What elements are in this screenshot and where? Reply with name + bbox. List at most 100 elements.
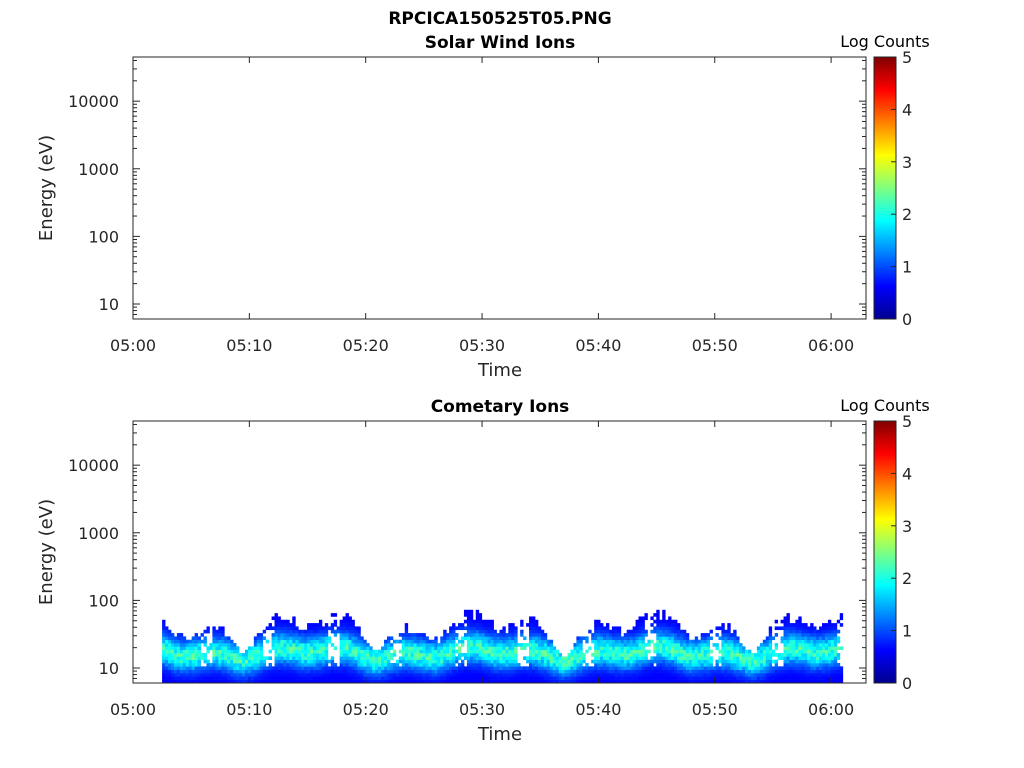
spectrogram-cell (783, 656, 787, 661)
spectrogram-cell (348, 643, 352, 647)
spectrogram-cell (162, 633, 166, 637)
spectrogram-cell (375, 669, 379, 674)
spectrogram-cell (697, 663, 702, 667)
spectrogram-cell (191, 643, 196, 647)
spectrogram-cell (256, 639, 261, 644)
spectrogram-cell (247, 659, 252, 664)
spectrogram-cell (816, 663, 820, 667)
spectrogram-cell (475, 616, 480, 621)
spectrogram-cell (653, 649, 657, 654)
spectrogram-cell (475, 653, 480, 657)
spectrogram-cell (585, 679, 589, 684)
spectrogram-cell (546, 666, 551, 670)
y-tick-label: 10 (99, 659, 119, 678)
spectrogram-cell (327, 669, 332, 674)
spectrogram-cell (558, 663, 562, 667)
spectrogram-cell (727, 673, 731, 677)
spectrogram-cell (620, 669, 625, 674)
spectrogram-cell (745, 656, 749, 661)
spectrogram-cell (389, 676, 394, 680)
spectrogram-cell (304, 669, 308, 674)
spectrogram-cell (218, 663, 222, 667)
spectrogram-cell (484, 653, 489, 657)
spectrogram-cell (594, 663, 598, 667)
spectrogram-cell (765, 643, 770, 647)
spectrogram-cell (162, 643, 166, 647)
spectrogram-cell (307, 676, 311, 680)
spectrogram-cell (262, 676, 267, 680)
spectrogram-cell (413, 633, 417, 637)
spectrogram-cell (313, 669, 317, 674)
spectrogram-cell (203, 679, 207, 684)
spectrogram-cell (529, 659, 533, 664)
spectrogram-cell (165, 679, 169, 684)
spectrogram-cell (162, 679, 166, 684)
spectrogram-cell (298, 633, 302, 637)
spectrogram-cell (632, 673, 636, 677)
spectrogram-cell (801, 639, 805, 644)
spectrogram-cell (410, 636, 415, 641)
spectrogram-cell (718, 649, 722, 654)
spectrogram-cell (638, 639, 642, 644)
spectrogram-cell (582, 669, 586, 674)
spectrogram-cell (354, 659, 358, 664)
spectrogram-cell (295, 653, 299, 657)
spectrogram-cell (345, 679, 349, 684)
spectrogram-cell (165, 649, 169, 654)
spectrogram-cell (582, 673, 586, 677)
spectrogram-cell (224, 643, 228, 647)
spectrogram-cell (227, 656, 231, 661)
spectrogram-cell (324, 656, 329, 661)
spectrogram-cell (165, 656, 169, 661)
spectrogram-cell (540, 653, 545, 657)
spectrogram-cell (315, 656, 320, 661)
spectrogram-cell (745, 659, 749, 664)
spectrogram-cell (685, 676, 690, 680)
spectrogram-cell (455, 649, 459, 654)
spectrogram-cell (437, 659, 441, 664)
spectrogram-cell (505, 666, 509, 670)
spectrogram-cell (244, 669, 249, 674)
spectrogram-cell (836, 676, 841, 680)
spectrogram-cell (324, 673, 329, 677)
spectrogram-cell (783, 626, 787, 631)
spectrogram-cell (301, 676, 305, 680)
spectrogram-cell (641, 643, 645, 647)
spectrogram-cell (839, 666, 844, 670)
spectrogram-cell (422, 669, 426, 674)
spectrogram-cell (206, 669, 210, 674)
spectrogram-cell (318, 646, 323, 651)
spectrogram-cell (830, 676, 835, 680)
spectrogram-cell (283, 656, 287, 661)
spectrogram-cell (182, 643, 187, 647)
spectrogram-cell (836, 653, 841, 657)
spectrogram-cell (395, 663, 400, 667)
spectrogram-cell (422, 659, 426, 664)
spectrogram-cell (697, 669, 702, 674)
spectrogram-cell (292, 623, 296, 627)
spectrogram-cell (505, 646, 509, 651)
spectrogram-cell (372, 679, 376, 684)
spectrogram-cell (529, 633, 533, 637)
spectrogram-cell (168, 646, 172, 651)
spectrogram-cell (203, 636, 207, 641)
spectrogram-cell (833, 673, 838, 677)
spectrogram-cell (564, 679, 568, 684)
spectrogram-cell (369, 663, 373, 667)
spectrogram-cell (360, 676, 364, 680)
spectrogram-cell (351, 679, 355, 684)
spectrogram-cell (534, 659, 539, 664)
spectrogram-cell (239, 673, 243, 677)
spectrogram-cell (671, 649, 675, 654)
spectrogram-cell (798, 643, 802, 647)
spectrogram-cell (608, 636, 613, 641)
spectrogram-cell (511, 676, 515, 680)
spectrogram-cell (620, 639, 625, 644)
spectrogram-cell (804, 679, 808, 684)
spectrogram-cell (694, 639, 699, 644)
spectrogram-cell (212, 669, 216, 674)
spectrogram-cell (771, 679, 776, 684)
spectrogram-cell (478, 633, 483, 637)
spectrogram-cell (647, 666, 651, 670)
spectrogram-cell (413, 679, 417, 684)
